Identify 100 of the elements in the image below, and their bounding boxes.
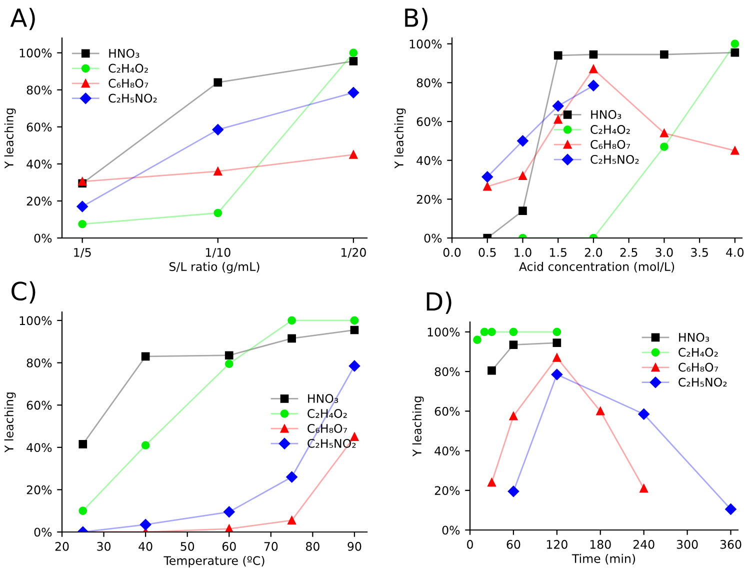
- y-tick-label: 0%: [424, 234, 442, 243]
- x-tick-label: 40: [138, 542, 152, 551]
- point: [518, 172, 527, 180]
- point: [730, 48, 740, 57]
- x-tick-label: 240: [633, 540, 654, 549]
- x-tick-label: 3.5: [691, 248, 708, 257]
- point: [509, 328, 518, 336]
- x-tick-label: 60: [222, 542, 236, 551]
- y-tick-label: 40%: [26, 160, 52, 169]
- x-tick-label: 2.5: [620, 248, 638, 257]
- x-tick-label: 0: [467, 540, 473, 549]
- y-tick-label: 20%: [26, 196, 52, 206]
- y-axis-title: Y leaching: [4, 108, 16, 169]
- legend-label: HNO₃: [308, 394, 338, 403]
- x-tick-label: 90: [348, 542, 362, 551]
- y-axis-title: Y leaching: [412, 396, 424, 457]
- point: [552, 100, 564, 112]
- chart-title: D): [426, 292, 452, 314]
- legend-label: C₆H₈O₇: [590, 140, 630, 149]
- point: [348, 360, 360, 372]
- point: [214, 167, 222, 176]
- x-tick-label: 1/5: [74, 248, 91, 258]
- y-tick-label: 80%: [26, 358, 52, 368]
- point: [212, 124, 224, 136]
- y-tick-label: 100%: [410, 40, 442, 48]
- y-tick-label: 0%: [34, 234, 52, 243]
- y-tick-label: 60%: [416, 117, 442, 126]
- point: [730, 40, 740, 48]
- x-tick-label: 3.0: [656, 248, 673, 257]
- point: [596, 406, 605, 416]
- y-axis-title: Y leaching: [394, 108, 406, 169]
- point: [660, 142, 668, 151]
- x-axis-title: Time (min): [572, 554, 636, 564]
- point: [488, 328, 496, 336]
- point: [224, 351, 234, 360]
- y-tick-label: 40%: [434, 446, 460, 456]
- point: [554, 115, 562, 124]
- point: [660, 50, 668, 59]
- point: [224, 506, 235, 518]
- point: [730, 146, 740, 155]
- point: [473, 336, 482, 344]
- legend-label: C₂H₄O₂: [590, 125, 630, 134]
- x-tick-label: 50: [180, 542, 194, 551]
- y-tick-label: 80%: [26, 86, 52, 95]
- point: [76, 200, 88, 212]
- point: [660, 128, 668, 138]
- point: [350, 316, 359, 325]
- point: [288, 316, 296, 325]
- legend-label: C₆H₈O₇: [678, 362, 718, 372]
- point: [509, 412, 518, 420]
- y-tick-label: 60%: [26, 400, 52, 410]
- x-tick-label: 0.0: [443, 248, 461, 257]
- x-tick-label: 60: [506, 540, 520, 549]
- point: [640, 484, 648, 493]
- x-tick-label: 1.0: [514, 248, 532, 257]
- y-tick-label: 80%: [434, 367, 460, 376]
- point: [224, 360, 234, 368]
- x-tick-label: 2.0: [584, 248, 602, 257]
- point: [480, 328, 489, 336]
- y-tick-label: 60%: [26, 122, 52, 132]
- x-tick-label: 1/10: [206, 248, 230, 258]
- point: [482, 171, 493, 182]
- x-tick-label: 4.0: [726, 248, 744, 257]
- point: [517, 135, 528, 147]
- x-tick-label: 20: [55, 542, 69, 551]
- point: [348, 87, 360, 98]
- y-tick-label: 40%: [26, 443, 52, 452]
- x-axis-title: S/L ratio (g/mL): [170, 262, 260, 274]
- x-tick-label: 300: [676, 540, 698, 549]
- y-tick-label: 100%: [428, 328, 460, 337]
- point: [483, 182, 492, 191]
- x-tick-label: 1/20: [341, 248, 366, 258]
- point: [349, 150, 358, 159]
- legend-label: C₆H₈O₇: [308, 424, 347, 433]
- point: [141, 441, 150, 450]
- point: [78, 506, 88, 516]
- point: [552, 353, 562, 362]
- point: [589, 50, 598, 59]
- point: [551, 368, 563, 380]
- point: [349, 56, 358, 66]
- point: [350, 326, 359, 334]
- x-tick-label: 1.5: [550, 248, 566, 257]
- legend-label: C₂H₄O₂: [678, 348, 718, 357]
- x-tick-label: 80: [306, 542, 320, 551]
- point: [286, 471, 298, 483]
- y-tick-label: 100%: [20, 316, 52, 326]
- legend-label: HNO₃: [591, 110, 622, 119]
- point: [638, 408, 650, 420]
- x-tick-label: 180: [590, 540, 611, 549]
- legend-label: C₂H₄O₂: [108, 64, 148, 73]
- y-tick-label: 80%: [416, 78, 442, 88]
- point: [288, 334, 296, 343]
- y-tick-label: 20%: [416, 194, 442, 204]
- legend-label: C₆H₈O₇: [108, 78, 148, 88]
- y-tick-label: 60%: [434, 406, 460, 416]
- point: [288, 516, 296, 525]
- y-tick-label: 100%: [20, 48, 52, 58]
- point: [78, 440, 88, 448]
- x-tick-label: 70: [264, 542, 278, 551]
- x-tick-label: 120: [546, 540, 568, 549]
